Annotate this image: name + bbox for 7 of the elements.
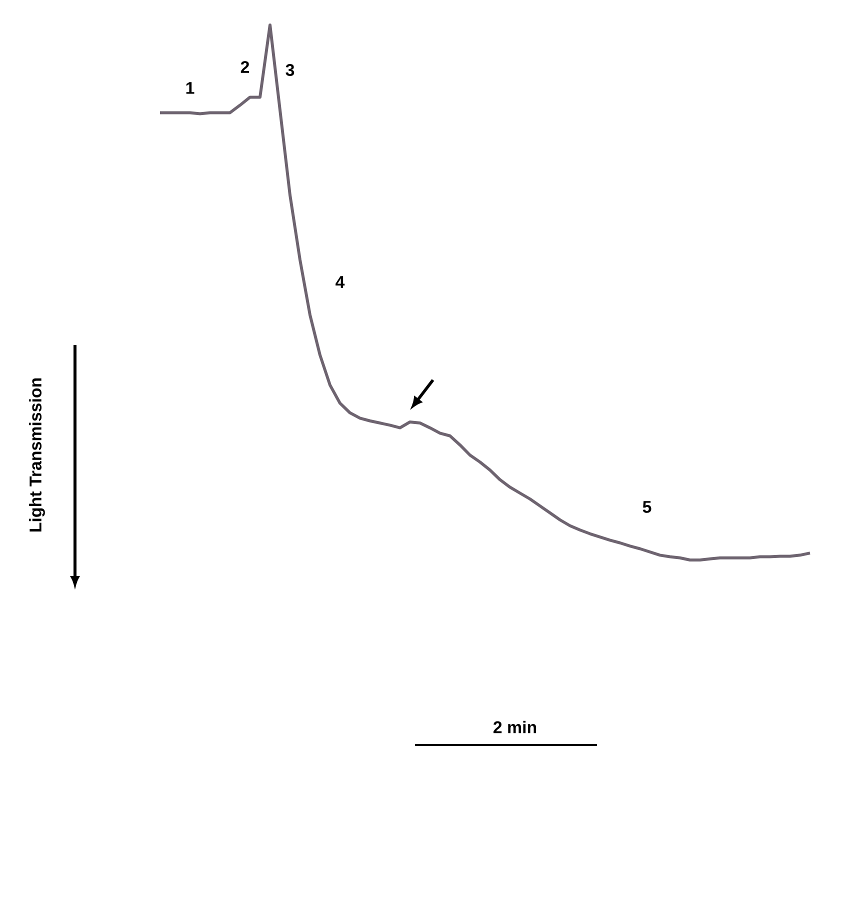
annotation: 4 <box>336 276 345 288</box>
text: 2 min <box>493 720 536 734</box>
annotation: 1 <box>186 82 194 94</box>
annotation: 3 <box>286 64 294 76</box>
annotation: 2 <box>240 61 250 73</box>
annotation: 5 <box>642 501 652 513</box>
text: Light Transmission <box>29 378 45 532</box>
